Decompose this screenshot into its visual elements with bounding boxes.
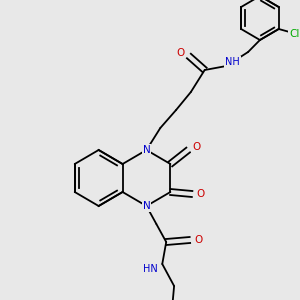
Text: N: N [142, 201, 150, 211]
Text: O: O [176, 48, 184, 58]
Text: Cl: Cl [289, 29, 300, 39]
Text: O: O [195, 235, 203, 245]
Text: HN: HN [143, 264, 158, 274]
Text: O: O [197, 189, 205, 199]
Text: O: O [192, 142, 200, 152]
Text: NH: NH [225, 57, 240, 67]
Text: N: N [142, 145, 150, 155]
